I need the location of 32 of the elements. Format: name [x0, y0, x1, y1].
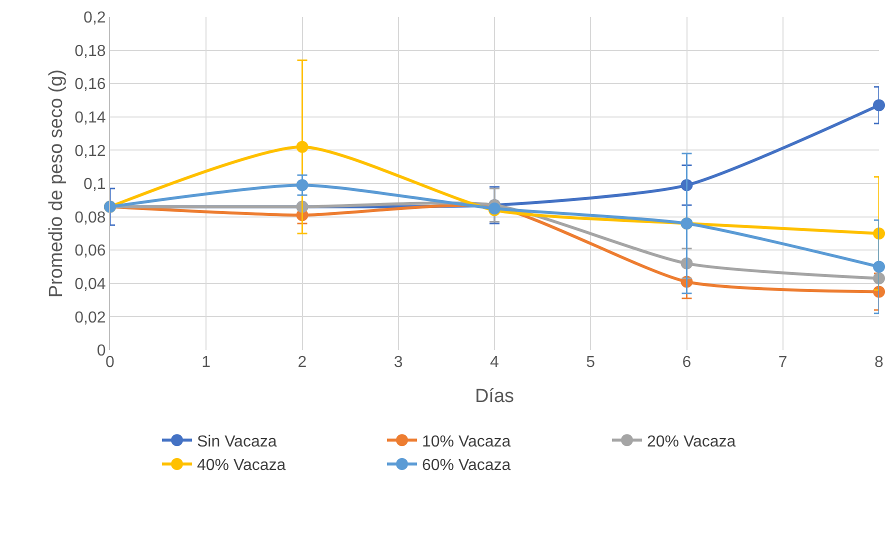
- x-tick-label: 5: [586, 354, 596, 371]
- y-tick-label: 0,16: [74, 76, 106, 94]
- y-tick-label: 0,14: [74, 110, 106, 126]
- x-tick-label: 3: [394, 354, 403, 371]
- point: [873, 272, 885, 284]
- x-tick-label: 6: [682, 354, 692, 371]
- y-tick-label: 0,2: [84, 10, 106, 27]
- legend-label: Sin Vacaza: [197, 433, 277, 450]
- x-tick-label: 2: [298, 354, 307, 371]
- x-tick-label: 1: [202, 354, 211, 371]
- y-tick-label: 0,12: [74, 142, 106, 160]
- legend-label: 40% Vacaza: [197, 457, 286, 474]
- x-tick-label: 8: [874, 354, 884, 371]
- legend-label: 10% Vacaza: [422, 433, 511, 450]
- y-tick-label: 0,04: [74, 276, 106, 293]
- y-tick-label: 0,08: [74, 209, 106, 226]
- y-tick-label: 0: [96, 342, 106, 360]
- point: [296, 179, 308, 192]
- point: [873, 99, 885, 112]
- legend-label: 60% Vacaza: [422, 457, 511, 474]
- y-tick-label: 0,06: [74, 242, 106, 260]
- x-axis-title: Días: [474, 386, 514, 407]
- point: [873, 227, 885, 240]
- x-tick-label: 7: [778, 354, 788, 371]
- legend-label: 20% Vacaza: [647, 433, 736, 450]
- point: [873, 260, 885, 273]
- x-tick-label: 4: [490, 354, 500, 371]
- y-tick-label: 0,18: [74, 42, 106, 60]
- y-tick-label: 0,1: [84, 176, 106, 194]
- y-tick-label: 0,02: [74, 309, 106, 326]
- point: [296, 140, 308, 153]
- y-axis-title: Promedio de peso seco (g): [46, 69, 67, 298]
